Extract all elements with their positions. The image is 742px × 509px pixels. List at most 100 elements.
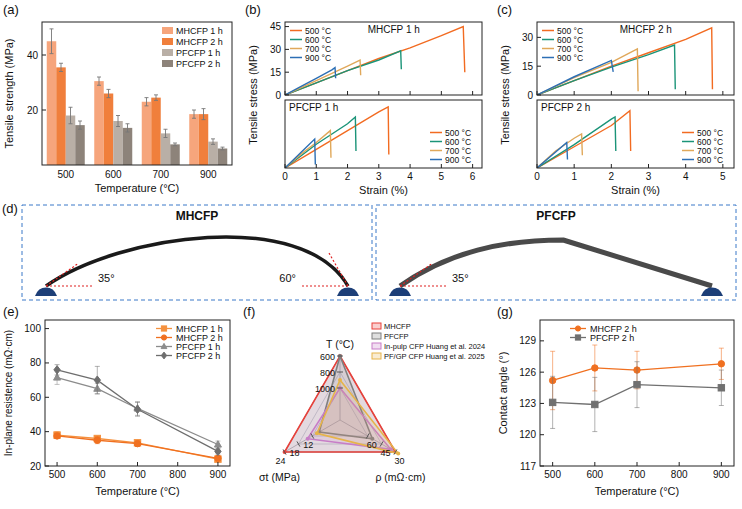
x-tick (347, 164, 348, 168)
legend-swatch (682, 159, 694, 161)
point (718, 385, 724, 391)
y-tick (42, 55, 46, 56)
x-tick-label: 600 (89, 469, 106, 480)
x-tick (722, 91, 723, 95)
stress-curve (537, 117, 616, 168)
stress-curve (285, 131, 331, 168)
radar-tick (311, 433, 314, 438)
radar-tick-label: 600 (320, 352, 335, 362)
legend-swatch (430, 132, 442, 134)
error-bar (69, 107, 73, 124)
legend-swatch (682, 150, 694, 152)
x-tick (472, 91, 473, 95)
x-tick-label: 900 (200, 169, 217, 180)
point (634, 381, 640, 387)
radar-tick-label: 1000 (315, 384, 335, 394)
x-tick-label: 5 (439, 171, 445, 182)
y-tick (45, 431, 49, 432)
x-tick (137, 462, 138, 466)
group-title: MHCFP (176, 209, 219, 223)
x-tick (472, 164, 473, 168)
legend-marker (161, 343, 167, 348)
x-tick-label: 500 (544, 469, 561, 480)
angle-tangent (46, 263, 79, 286)
x-tick (285, 91, 286, 95)
y-tick-label: 15 (270, 67, 282, 78)
bar (113, 121, 123, 165)
angle-label: 35° (98, 272, 115, 284)
radar-vertex (396, 452, 400, 456)
y-tick-label: 60 (30, 392, 42, 403)
point (215, 456, 221, 462)
radar-tick-label: 12 (303, 440, 313, 450)
legend-label: PFCFP 1 h (176, 48, 220, 58)
y-tick (537, 66, 541, 67)
legend-swatch (542, 39, 554, 41)
angle-label: 35° (452, 272, 469, 284)
x-tick-label: 1 (313, 171, 319, 182)
error-bar (126, 124, 130, 132)
plot-frame (285, 22, 482, 95)
y-tick (45, 466, 49, 467)
radar-vertex (338, 354, 342, 358)
legend-swatch (542, 57, 554, 59)
x-tick (378, 91, 379, 95)
legend-label: 900 °C (557, 53, 583, 63)
bar (123, 128, 133, 165)
x-tick-label: 800 (671, 469, 688, 480)
panel-label: (d) (2, 201, 18, 216)
legend-swatch (372, 323, 381, 329)
legend-swatch (290, 57, 302, 59)
subplot-title: PFCFP 2 h (541, 102, 590, 113)
stress-curve (285, 51, 401, 95)
legend-swatch (290, 30, 302, 32)
plot-marks (537, 111, 631, 168)
legend-label: In-pulp CFP Huang et al. 2024 (384, 342, 485, 351)
photo-frame (376, 205, 736, 300)
legend-marker (161, 326, 166, 331)
y-tick (285, 26, 289, 27)
radar-tick-label: 45 (381, 448, 391, 458)
stress-curve (537, 134, 582, 168)
error-bar (95, 437, 100, 444)
x-axis-title: Temperature (°C) (95, 485, 179, 497)
legend-swatch (682, 132, 694, 134)
radar-axis-title: ρ (mΩ·cm) (375, 471, 425, 483)
x-tick-label: 700 (129, 469, 146, 480)
stress-curve (285, 68, 336, 95)
y-tick (285, 49, 289, 50)
x-tick (57, 462, 58, 466)
legend-swatch (290, 48, 302, 50)
x-tick (316, 91, 317, 95)
point (215, 447, 221, 455)
x-axis-title: Temperature (°C) (595, 485, 679, 497)
x-tick (97, 462, 98, 466)
radar-tick-label: 30 (394, 456, 404, 466)
bar (161, 133, 171, 165)
y-tick (285, 72, 289, 73)
sample (400, 240, 712, 286)
x-tick (537, 91, 538, 95)
error-bar (211, 139, 215, 145)
error-bar (173, 143, 177, 146)
x-tick-label: 0 (534, 171, 540, 182)
bar (75, 125, 85, 165)
x-tick-label: 1 (571, 171, 577, 182)
y-tick-label: 123 (519, 398, 536, 409)
stress-curve (537, 28, 712, 95)
x-tick-label: 0 (282, 171, 288, 182)
stress-curve (285, 139, 315, 168)
error-bar (55, 432, 60, 439)
legend-swatch (430, 150, 442, 152)
stress-curve (537, 45, 675, 95)
error-bar (154, 95, 158, 101)
plot-marks (54, 365, 222, 463)
error-bar (145, 98, 149, 106)
y-tick (540, 340, 544, 341)
y-tick (540, 372, 544, 373)
plot-frame (45, 320, 230, 466)
legend-swatch (372, 353, 381, 359)
bar (151, 98, 161, 165)
y-tick (285, 95, 289, 96)
y-tick (45, 397, 49, 398)
